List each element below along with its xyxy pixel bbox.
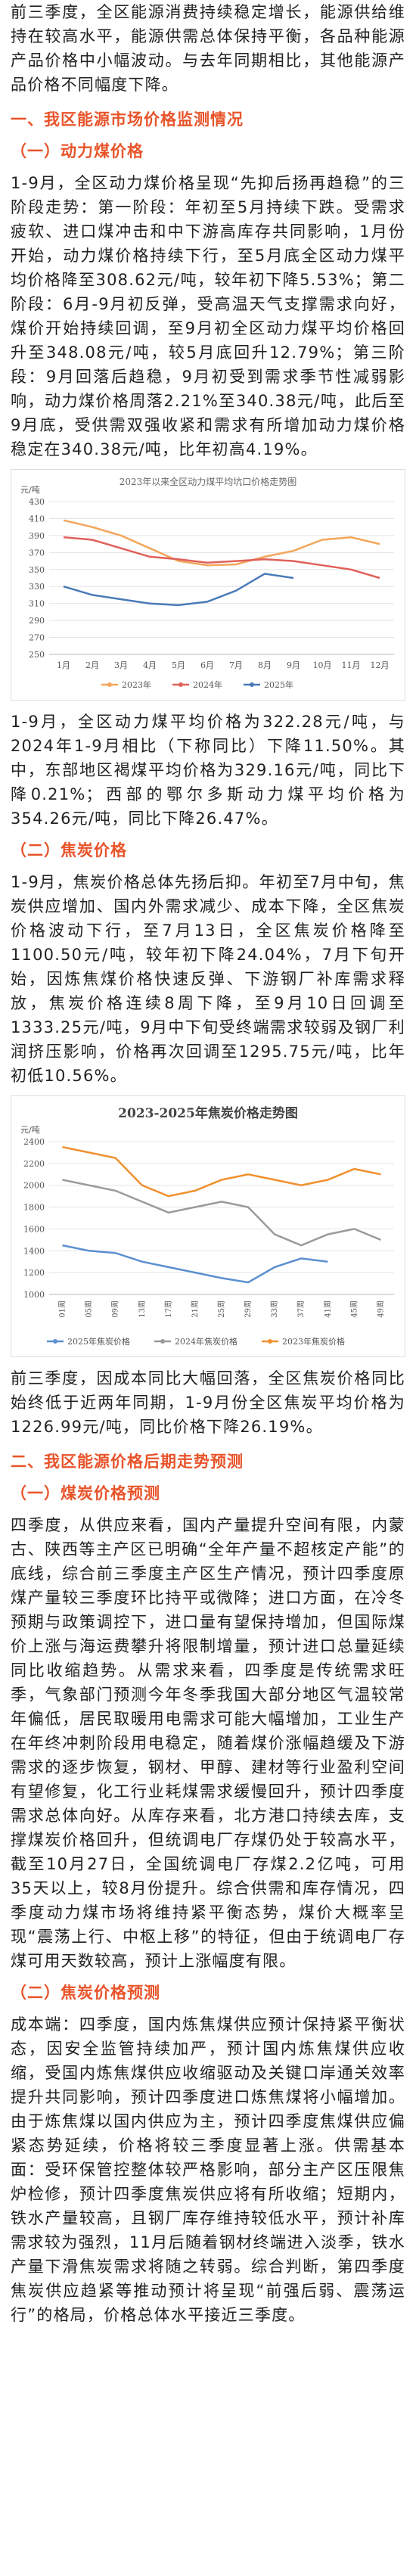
- x-tick-label: 13周: [138, 1300, 147, 1318]
- y-tick-label: 1600: [23, 1224, 45, 1234]
- chart-card: 2023-2025年焦炭价格走势图元/吨 1000 1200 1400 1600 1800…: [11, 1095, 405, 1357]
- x-tick-label: 21周: [191, 1300, 200, 1318]
- paragraph: 前三季度，全区能源消费持续稳定增长，能源供给维持在较高水平，能源供需总体保持平衡…: [11, 3, 405, 94]
- x-tick-label: 12月: [371, 660, 390, 670]
- paragraph: 1-9月，全区动力煤价格呈现“先抑后扬再趋稳”的三阶段走势：第一阶段：年初至5月…: [11, 174, 405, 458]
- paragraph: 前三季度，因成本同比大幅回落，全区焦炭价格同比始终低于近两年同期，1-9月份全区…: [11, 1369, 405, 1436]
- chart-card: 2023年以来全区动力煤平均坑口价格走势图元/吨 250 270 290 310 330 3…: [11, 469, 405, 701]
- x-tick-label: 9月: [287, 660, 300, 670]
- legend-swatch-dot: [179, 682, 183, 687]
- legend-swatch-dot: [160, 1339, 165, 1344]
- chart-title: 2023-2025年焦炭价格走势图: [118, 1105, 298, 1121]
- y-tick-label: 2000: [23, 1181, 45, 1191]
- x-tick-label: 33周: [270, 1300, 279, 1318]
- y-tick-label: 1200: [23, 1268, 45, 1278]
- y-tick-label: 350: [29, 565, 45, 575]
- series-line: [62, 1179, 381, 1247]
- y-axis-label: 元/吨: [20, 485, 40, 495]
- x-tick-label: 45周: [349, 1300, 359, 1318]
- x-tick-label: 09周: [111, 1300, 120, 1318]
- x-tick-label: 4月: [143, 660, 157, 670]
- legend-label: 2023年焦炭价格: [282, 1336, 345, 1347]
- x-tick-label: 8月: [258, 660, 272, 670]
- paragraph: 1-9月，全区动力煤平均价格为322.28元/吨，与2024年1-9月相比（下称…: [11, 713, 405, 828]
- x-tick-label: 10月: [313, 660, 332, 670]
- x-tick-label: 49周: [376, 1300, 385, 1318]
- subsection-title: （一）煤炭价格预测: [11, 1484, 160, 1502]
- legend-swatch-dot: [268, 1339, 272, 1344]
- legend-label: 2025年: [264, 679, 293, 690]
- y-tick-label: 270: [29, 633, 45, 643]
- series-line: [63, 519, 380, 567]
- x-tick-label: 29周: [244, 1300, 253, 1318]
- y-tick-label: 330: [29, 582, 45, 592]
- y-axis-label: 元/吨: [20, 1125, 40, 1135]
- paragraph: 四季度，从供应来看，国内产量提升空间有限，内蒙古、陕西等主产区已明确“全年产量不…: [11, 1516, 405, 1970]
- section-title: 一、我区能源市场价格监测情况: [11, 110, 244, 129]
- y-tick-label: 370: [29, 548, 45, 558]
- y-tick-label: 250: [29, 650, 45, 660]
- paragraph: 成本端：四季度，国内炼焦煤供应预计保持紧平衡状态，因安全监管持续加严，预计国内炼…: [11, 2015, 405, 2324]
- article: 前三季度，全区能源消费持续稳定增长，能源供给维持在较高水平，能源供需总体保持平衡…: [11, 3, 405, 2324]
- y-tick-label: 290: [29, 616, 45, 626]
- y-tick-label: 430: [29, 497, 45, 507]
- x-tick-label: 6月: [200, 660, 214, 670]
- series-line: [62, 1244, 328, 1284]
- legend-label: 2024年焦炭价格: [175, 1336, 237, 1347]
- legend-label: 2025年焦炭价格: [67, 1336, 130, 1347]
- subsection-title: （二）焦炭价格: [11, 841, 127, 859]
- x-tick-label: 1月: [57, 660, 70, 670]
- series-line: [62, 1145, 381, 1198]
- y-tick-label: 310: [29, 599, 45, 609]
- subsection-title: （一）动力煤价格: [11, 142, 144, 160]
- legend-swatch-dot: [250, 682, 254, 687]
- legend-label: 2023年: [122, 679, 151, 690]
- x-tick-label: 7月: [229, 660, 243, 670]
- section-title: 二、我区能源价格后期走势预测: [11, 1453, 244, 1471]
- series-line: [63, 536, 380, 580]
- x-tick-label: 17周: [164, 1300, 173, 1318]
- y-tick-label: 410: [29, 514, 45, 524]
- paragraph: 1-9月，焦炭价格总体先扬后抑。年初至7月中旬，焦炭供应增加、国内外需求减少、成…: [11, 873, 405, 1085]
- x-tick-label: 01周: [58, 1300, 67, 1318]
- x-tick-label: 2月: [85, 660, 99, 670]
- series-line: [63, 573, 294, 607]
- x-tick-label: 37周: [296, 1300, 306, 1318]
- chart-title: 2023年以来全区动力煤平均坑口价格走势图: [120, 476, 297, 487]
- y-tick-label: 1000: [23, 1290, 45, 1300]
- x-tick-label: 3月: [114, 660, 128, 670]
- y-tick-label: 1800: [23, 1203, 45, 1213]
- subsection-title: （二）焦炭价格预测: [11, 1984, 160, 2002]
- x-tick-label: 11月: [342, 660, 361, 670]
- legend-swatch-dot: [53, 1339, 57, 1344]
- legend-swatch-dot: [107, 682, 112, 687]
- y-tick-label: 390: [29, 531, 45, 541]
- y-tick-label: 2400: [23, 1137, 45, 1147]
- legend-label: 2024年: [193, 679, 222, 690]
- x-tick-label: 05周: [85, 1300, 94, 1318]
- y-tick-label: 1400: [23, 1246, 45, 1256]
- x-tick-label: 25周: [217, 1300, 226, 1318]
- y-tick-label: 2200: [23, 1159, 45, 1169]
- x-tick-label: 5月: [172, 660, 185, 670]
- x-tick-label: 41周: [323, 1300, 332, 1318]
